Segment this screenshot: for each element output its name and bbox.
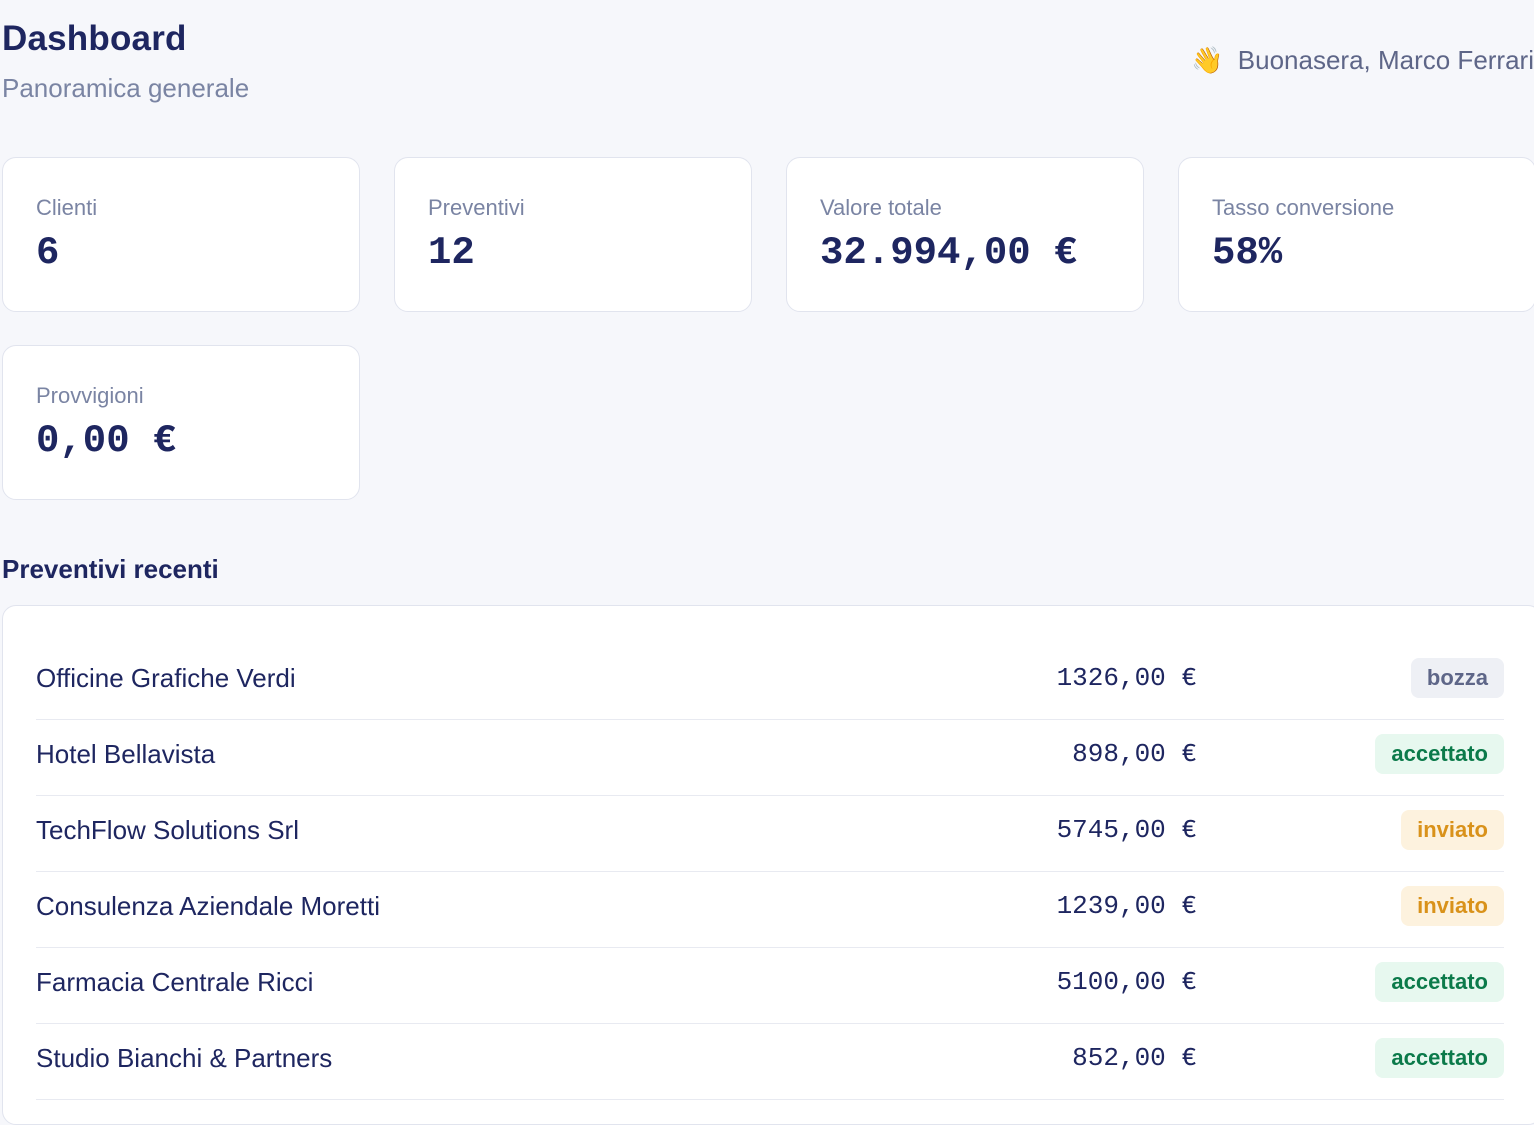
status-badge: accettato <box>1375 734 1504 774</box>
quote-row[interactable]: Officine Grafiche Verdi 1326,00 € bozza <box>36 644 1504 720</box>
status-badge: inviato <box>1401 886 1504 926</box>
stat-value: 32.994,00 € <box>820 231 1078 275</box>
recent-quotes-card: Officine Grafiche Verdi 1326,00 € bozza … <box>2 605 1534 1125</box>
stat-label: Tasso conversione <box>1212 195 1395 220</box>
page-subtitle: Panoramica generale <box>2 73 250 103</box>
stat-card-tasso-conversione[interactable]: Tasso conversione 58% <box>1178 157 1534 312</box>
user-greeting: 👋 Buonasera, Marco Ferrari <box>1191 44 1534 76</box>
stat-card-preventivi[interactable]: Preventivi 12 <box>394 157 752 312</box>
quote-amount: 5745,00 € <box>1056 815 1197 845</box>
quote-client: Farmacia Centrale Ricci <box>36 967 314 997</box>
stat-card-clienti[interactable]: Clienti 6 <box>2 157 360 312</box>
greeting-text: Buonasera, Marco Ferrari <box>1237 45 1534 75</box>
recent-quotes-heading: Preventivi recenti <box>2 554 219 584</box>
stat-label: Valore totale <box>820 195 942 220</box>
quote-client: TechFlow Solutions Srl <box>36 815 299 845</box>
status-badge: inviato <box>1401 810 1504 850</box>
stat-label: Provvigioni <box>36 383 144 408</box>
stat-label: Clienti <box>36 195 98 220</box>
stat-value: 6 <box>36 231 60 275</box>
stat-label: Preventivi <box>428 195 525 220</box>
quote-row[interactable]: Consulenza Aziendale Moretti 1239,00 € i… <box>36 872 1504 948</box>
quote-amount: 852,00 € <box>1072 1043 1197 1073</box>
status-badge: accettato <box>1375 1038 1504 1078</box>
quote-client: Officine Grafiche Verdi <box>36 663 296 693</box>
quote-client: Consulenza Aziendale Moretti <box>36 891 380 921</box>
quote-amount: 1326,00 € <box>1056 663 1197 693</box>
stat-value: 0,00 € <box>36 419 177 463</box>
status-badge: accettato <box>1375 962 1504 1002</box>
status-badge: bozza <box>1410 658 1504 698</box>
stat-card-valore-totale[interactable]: Valore totale 32.994,00 € <box>786 157 1144 312</box>
quote-row[interactable]: Hotel Bellavista 898,00 € accettato <box>36 720 1504 796</box>
recent-quotes-list: Officine Grafiche Verdi 1326,00 € bozza … <box>36 644 1504 1100</box>
quote-row[interactable]: TechFlow Solutions Srl 5745,00 € inviato <box>36 796 1504 872</box>
stat-card-provvigioni[interactable]: Provvigioni 0,00 € <box>2 345 360 500</box>
quote-row[interactable]: Farmacia Centrale Ricci 5100,00 € accett… <box>36 948 1504 1024</box>
quote-amount: 5100,00 € <box>1056 967 1197 997</box>
quote-row[interactable]: Studio Bianchi & Partners 852,00 € accet… <box>36 1024 1504 1100</box>
quote-client: Hotel Bellavista <box>36 739 216 769</box>
quote-client: Studio Bianchi & Partners <box>36 1043 333 1073</box>
stat-value: 12 <box>428 231 475 275</box>
quote-amount: 1239,00 € <box>1056 891 1197 921</box>
page-header: Dashboard Panoramica generale 👋 Buonaser… <box>2 18 1534 108</box>
stat-value: 58% <box>1212 231 1283 275</box>
waving-hand-icon: 👋 <box>1191 45 1224 75</box>
page-title: Dashboard <box>2 19 187 58</box>
quote-amount: 898,00 € <box>1072 739 1197 769</box>
